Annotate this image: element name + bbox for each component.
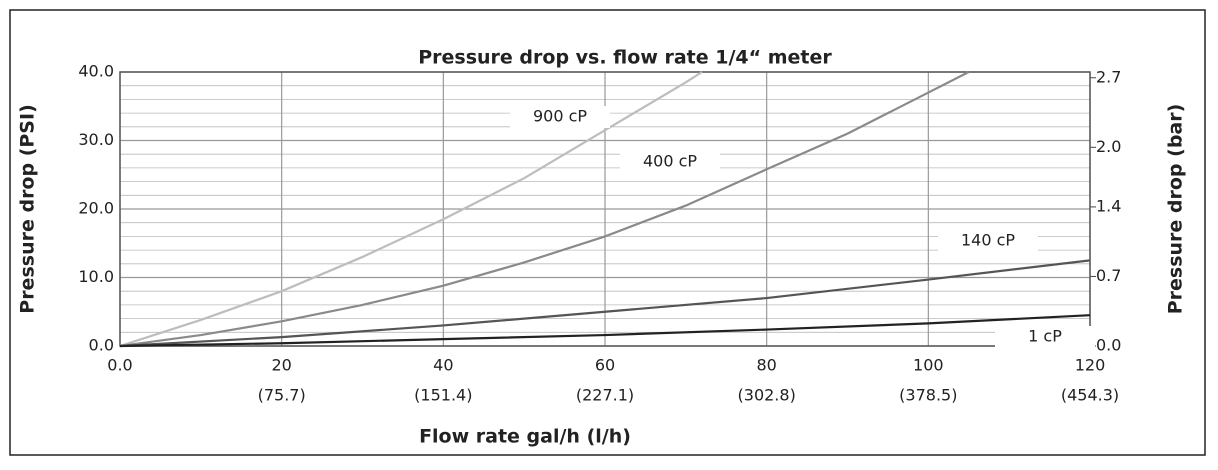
x-tick-label: 80	[756, 356, 776, 375]
x-tick-label: 40	[433, 356, 453, 375]
series-line	[119, 259, 1091, 348]
label-bg	[620, 151, 720, 173]
series-line	[119, 314, 1091, 348]
series-label: 900 cP	[533, 107, 587, 126]
x2-tick-label: (151.4)	[414, 386, 472, 405]
chart-title: Pressure drop vs. flow rate 1/4“ meter	[418, 47, 832, 69]
label-bg	[995, 326, 1095, 348]
x2-tick-label: (75.7)	[258, 386, 306, 405]
y2-tick-label: 1.4	[1096, 196, 1121, 215]
y2-tick-label: 2.0	[1096, 137, 1121, 156]
y-tick-label: 0.0	[89, 336, 114, 355]
y2-tick-label: 2.7	[1096, 67, 1121, 86]
x2-tick-label: (302.8)	[738, 386, 796, 405]
y-tick-label: 20.0	[78, 199, 114, 218]
x-tick-label: 100	[913, 356, 944, 375]
series-line	[119, 71, 703, 348]
label-bg	[510, 106, 610, 128]
y2-tick-label: 0.0	[1096, 336, 1121, 355]
x2-tick-label: (227.1)	[576, 386, 634, 405]
series-label: 400 cP	[643, 152, 697, 171]
x2-tick-label: (378.5)	[899, 386, 957, 405]
x2-tick-label: (454.3)	[1061, 386, 1119, 405]
series-label: 140 cP	[961, 231, 1015, 250]
series-label: 1 cP	[1028, 327, 1062, 346]
y2-axis-label: Pressure drop (bar)	[1165, 104, 1187, 315]
frame	[9, 9, 1206, 456]
x-tick-label: 0.0	[107, 356, 132, 375]
plot-border	[119, 71, 1091, 347]
x-tick-label: 20	[271, 356, 291, 375]
y2-tick-label: 0.7	[1096, 266, 1121, 285]
y-tick-label: 40.0	[78, 62, 114, 81]
y-axis-label: Pressure drop (PSI)	[17, 104, 39, 313]
y-tick-label: 30.0	[78, 130, 114, 149]
series-line	[119, 71, 970, 348]
y-tick-label: 10.0	[78, 267, 114, 286]
x-tick-label: 120	[1075, 356, 1106, 375]
label-bg	[938, 230, 1038, 252]
x-axis-label: Flow rate gal/h (l/h)	[419, 426, 631, 448]
x-tick-label: 60	[595, 356, 615, 375]
